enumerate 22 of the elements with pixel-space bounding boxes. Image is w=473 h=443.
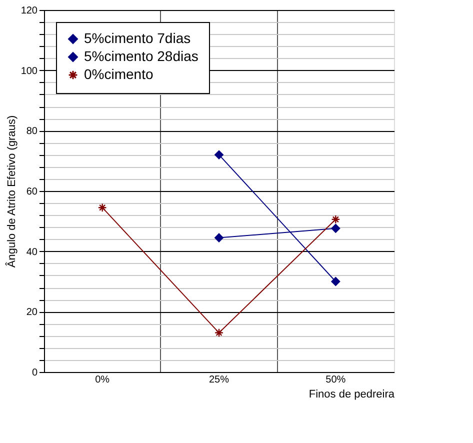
x-tick-label: 25% bbox=[208, 374, 230, 386]
x-tick-label: 0% bbox=[95, 374, 110, 386]
point bbox=[214, 233, 224, 242]
point bbox=[214, 150, 224, 160]
legend-label: 5%cimento 7dias bbox=[84, 30, 191, 46]
point bbox=[98, 203, 107, 212]
y-tick-label: 40 bbox=[26, 246, 38, 258]
x-axis-title: Finos de pedreira bbox=[308, 388, 396, 400]
point bbox=[331, 224, 340, 233]
legend-label: 0%cimento bbox=[84, 66, 154, 82]
y-tick-label: 80 bbox=[26, 126, 38, 138]
x-tick-label: 50% bbox=[326, 374, 346, 386]
y-tick-label: 0 bbox=[32, 368, 38, 378]
y-tick-label: 20 bbox=[26, 307, 38, 318]
point bbox=[214, 328, 224, 338]
legend-label: 5%cimento 28dias bbox=[84, 48, 198, 64]
y-tick-label: 60 bbox=[26, 186, 38, 198]
y-tick-label: 100 bbox=[20, 66, 38, 77]
point bbox=[331, 277, 340, 286]
point bbox=[331, 214, 340, 224]
y-tick-label: 120 bbox=[20, 6, 38, 16]
y-axis-title: Ângulo de Atrito Efetivo (graus) bbox=[4, 115, 18, 268]
